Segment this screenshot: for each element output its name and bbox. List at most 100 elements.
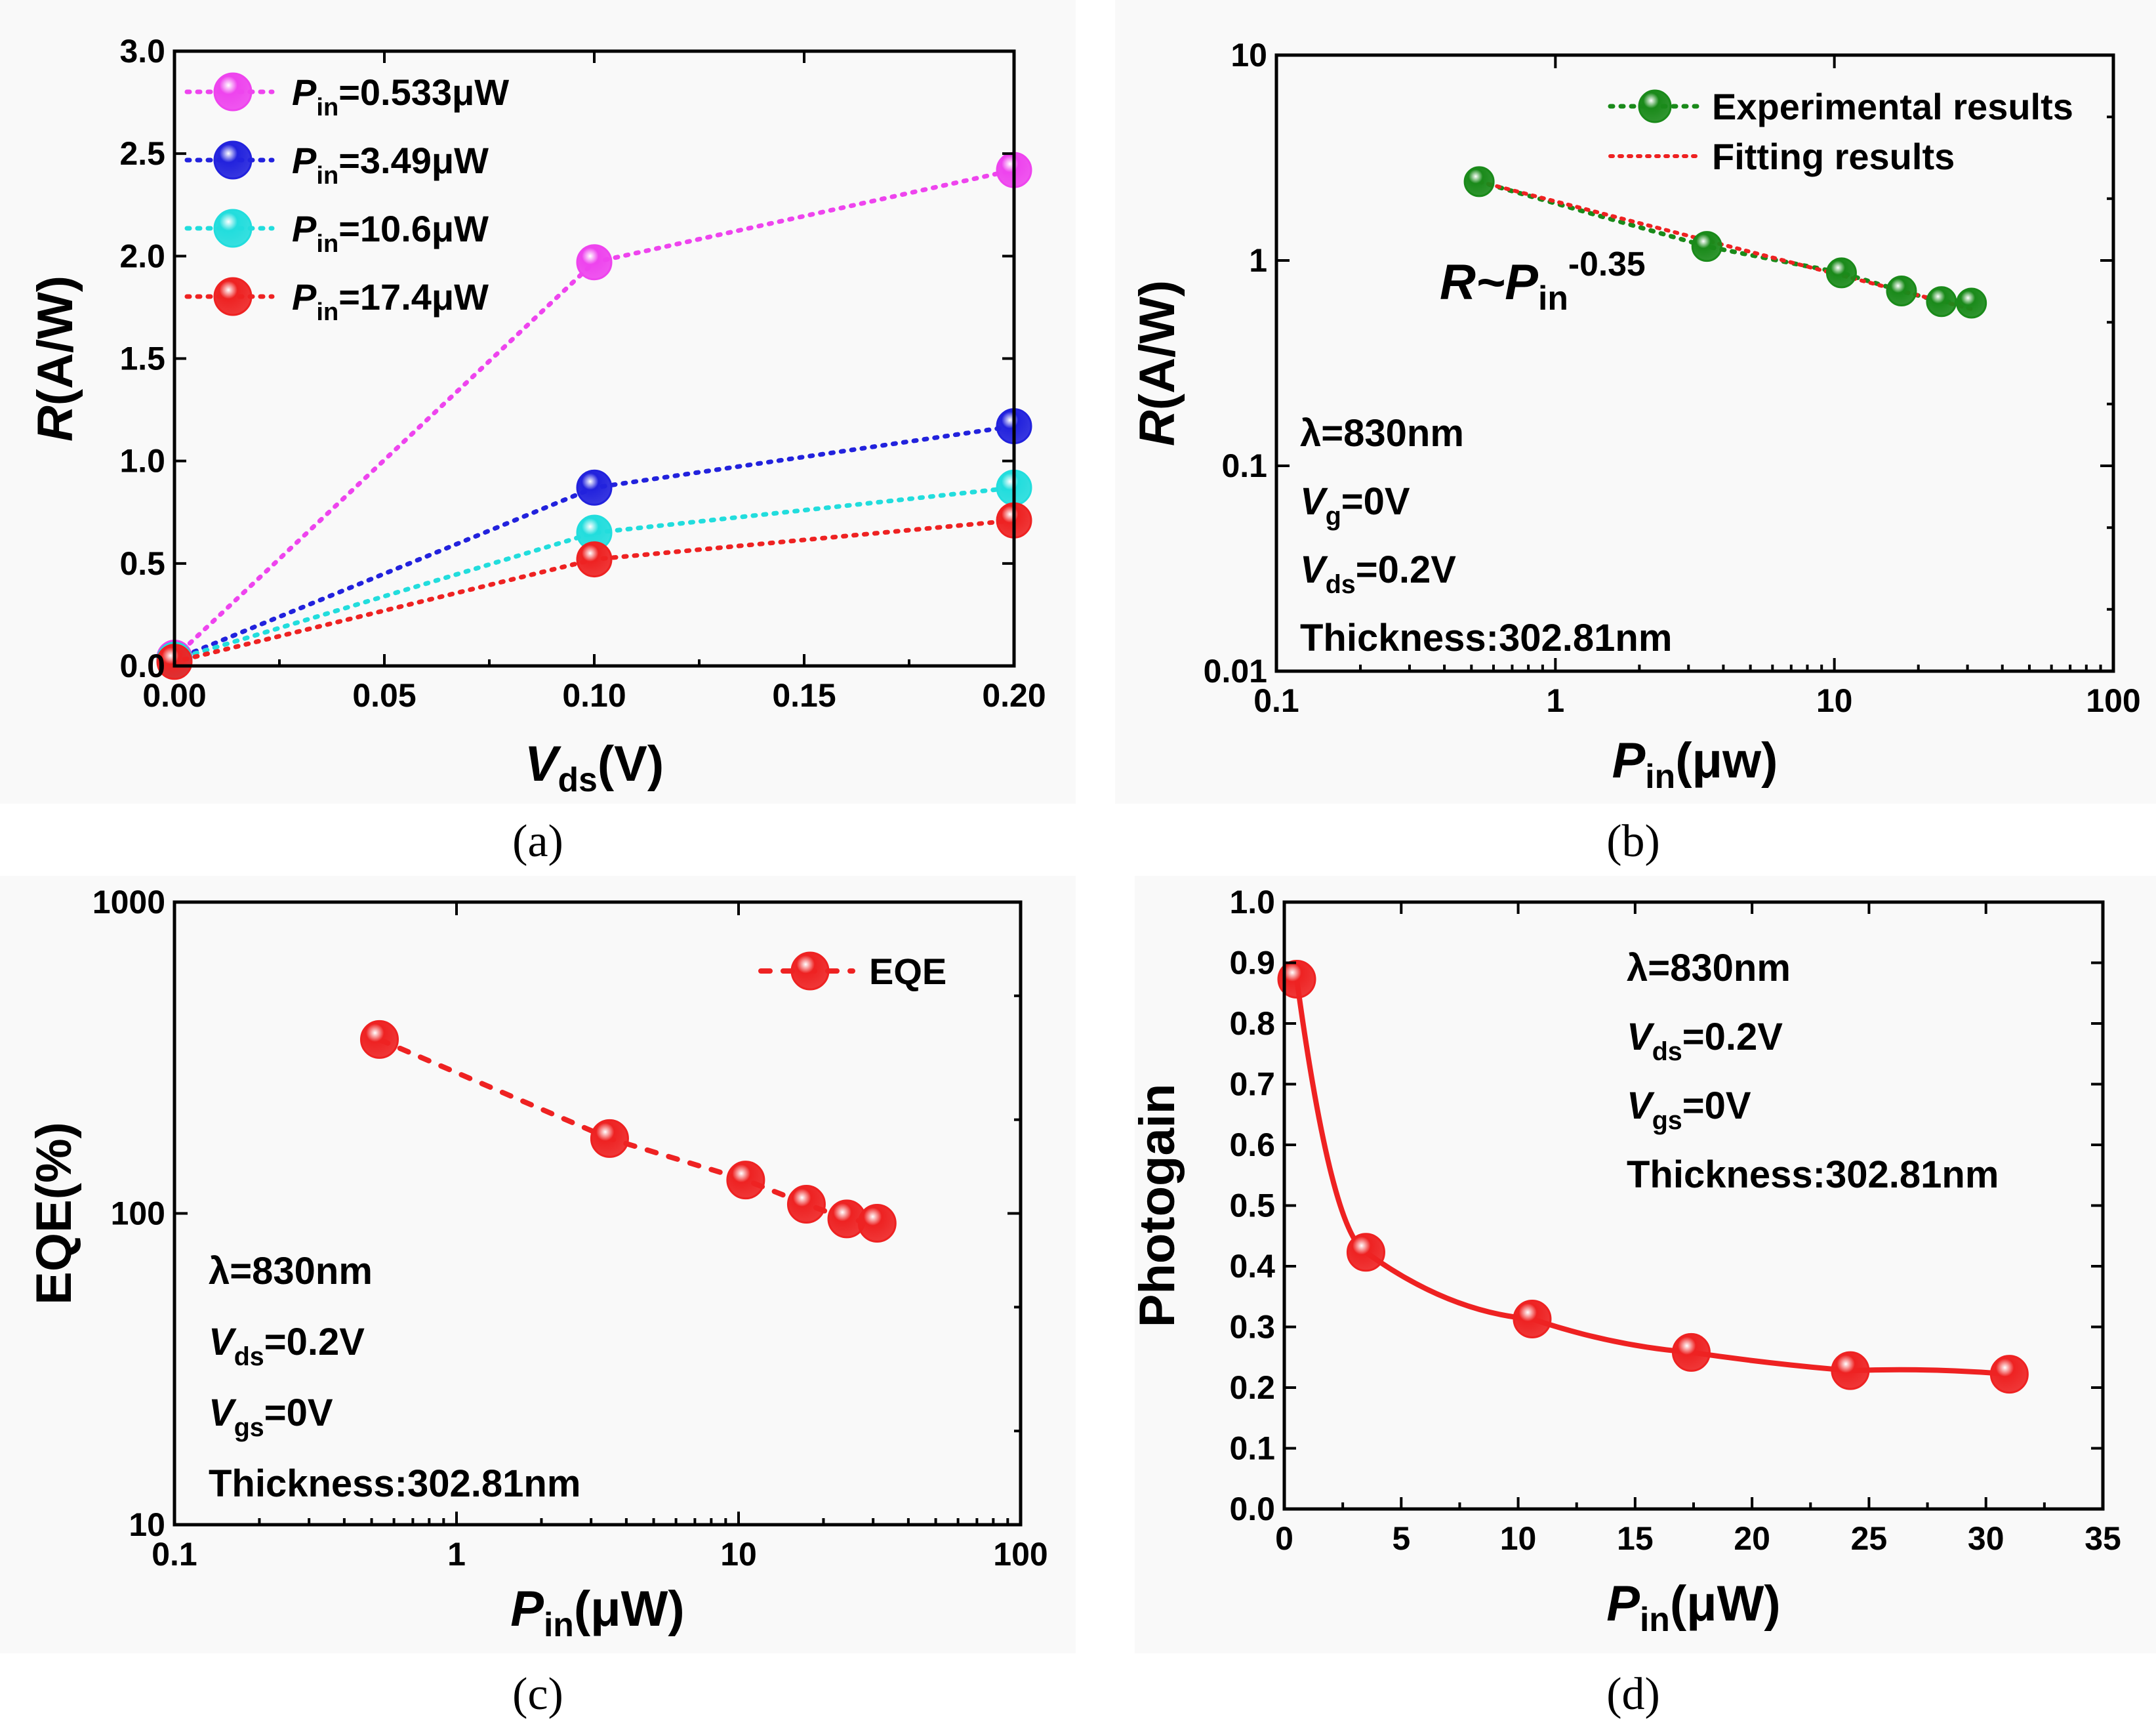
panel-c-y-tick-label: 1000 (92, 884, 165, 920)
panel-d-y-tick-label: 0.6 (1229, 1126, 1275, 1163)
caption-c: (c) (512, 1669, 563, 1720)
panel-a-y-axis-label: R(A/W) (28, 276, 83, 442)
panel-c-y-tick-label: 10 (129, 1506, 165, 1543)
panel-d-y-tick-label: 0.4 (1229, 1248, 1275, 1285)
panel-a-legend-label: Pin=17.4μW (292, 276, 489, 326)
panel-d-x-tick-label: 35 (2085, 1520, 2121, 1557)
panel-a-legend-label: Pin=10.6μW (292, 208, 489, 258)
panel-d-annotation: λ=830nm (1627, 947, 1791, 989)
panel-c-annotation: Vgs=0V (209, 1392, 333, 1442)
panel-a-y-tick-label: 1.5 (119, 341, 165, 377)
panel-b-x-tick-label: 1 (1546, 682, 1564, 719)
panel-a-y-tick-label: 0.5 (119, 545, 165, 582)
panel-b-data-point (1463, 166, 1495, 197)
panel-b-data-point (1886, 276, 1917, 307)
panel-b-y-tick-label: 10 (1231, 37, 1267, 73)
panel-a: 0.00 0.05 0.10 0.15 0.20 0.0 0.5 1.0 1.5 2.0 2.5 3.… (28, 33, 1046, 798)
panel-d-data-point (1277, 959, 1316, 999)
panel-b-data-point (1926, 286, 1957, 318)
panel-b-y-axis-label-group: R(A/W) (1129, 280, 1185, 446)
panel-c-y-axis-label: EQE(%) (26, 1122, 82, 1305)
panel-b-annotation: λ=830nm (1300, 412, 1464, 455)
caption-d: (d) (1606, 1669, 1660, 1720)
panel-d-background (1135, 876, 2156, 1653)
panel-c: 0.1 1 10 100 10 100 1000 Pin(μW) EQE(%) EQE λ=830n… (26, 884, 1048, 1643)
panel-c-x-tick-label: 1 (447, 1536, 466, 1573)
panel-a-data-point (576, 541, 613, 578)
panel-a-x-axis-label: Vds(V) (525, 736, 664, 798)
panel-c-data-point (359, 1020, 399, 1059)
panel-a-legend-marker (213, 140, 253, 180)
panel-b-y-tick-label: 1 (1249, 242, 1267, 279)
panel-d-x-tick-label: 5 (1392, 1520, 1410, 1557)
panel-a-y-tick-label: 2.5 (119, 135, 165, 172)
panel-d-y-axis-label: Photogain (1129, 1084, 1185, 1328)
panel-a-x-tick-label: 0.10 (562, 677, 626, 714)
panel-d-y-tick-label: 0.7 (1229, 1066, 1275, 1103)
panel-d: 0 5 10 15 20 25 30 35 0.0 0.1 0.2 0.3 0.4 0.5 0.6 0.7 0.… (1129, 884, 2121, 1638)
panel-c-data-point (857, 1203, 897, 1243)
panel-b-data-point (1825, 257, 1857, 289)
panel-a-y-tick-label: 0.0 (119, 648, 165, 684)
panel-d-x-axis-label: Pin(μW) (1606, 1576, 1780, 1638)
panel-b-data-point (1691, 231, 1722, 262)
panel-a-y-axis-label-group: R(A/W) (28, 276, 83, 442)
panel-c-annotation: Thickness:302.81nm (209, 1462, 580, 1505)
panel-b-legend-marker-experimental (1638, 89, 1672, 123)
panel-d-x-tick-label: 30 (1968, 1520, 2004, 1557)
panel-d-data-point (1671, 1332, 1711, 1372)
panel-d-y-axis-label-group: Photogain (1129, 1084, 1185, 1328)
panel-c-x-axis-label: Pin(μW) (510, 1581, 684, 1643)
panel-d-y-tick-label: 0.5 (1229, 1187, 1275, 1224)
panel-d-annotation: Vds=0.2V (1627, 1016, 1783, 1066)
panel-d-y-tick-label: 1.0 (1229, 884, 1275, 920)
panel-a-legend-label: Pin=0.533μW (292, 72, 509, 121)
panel-d-annotation: Vgs=0V (1627, 1084, 1751, 1135)
panel-b-axes-frame (1274, 53, 2115, 673)
panel-d-annotation: Thickness:302.81nm (1627, 1153, 1999, 1196)
panel-b-x-tick-label: 100 (2086, 682, 2140, 719)
panel-a-legend-marker (213, 209, 253, 248)
panel-a-x-tick-label: 0.05 (352, 677, 416, 714)
panel-d-data-point (1831, 1351, 1870, 1390)
panel-a-legend-label: Pin=3.49μW (292, 140, 489, 190)
panel-a-legend-marker (213, 277, 253, 316)
panel-c-data-point (786, 1185, 826, 1224)
panel-b-formula: R~Pin-0.35 (1440, 245, 1646, 317)
panel-d-y-tick-label: 0.0 (1229, 1491, 1275, 1527)
panel-d-data-point (1989, 1355, 2029, 1394)
panel-d-x-tick-label: 10 (1500, 1520, 1537, 1557)
panel-c-x-tick-label: 100 (993, 1536, 1047, 1573)
panel-d-x-tick-label: 0 (1275, 1520, 1293, 1557)
panel-a-x-tick-label: 0.20 (982, 677, 1046, 714)
panel-d-data-point (1346, 1233, 1385, 1272)
panel-d-data-point (1513, 1299, 1552, 1338)
panel-c-annotation: Vds=0.2V (209, 1321, 365, 1371)
panel-c-legend-label: EQE (869, 951, 946, 992)
panel-a-y-tick-label: 2.0 (119, 237, 165, 274)
panel-b-y-tick-label: 0.1 (1221, 447, 1267, 484)
panel-d-y-tick-label: 0.1 (1229, 1430, 1275, 1467)
panel-d-y-tick-label: 0.8 (1229, 1005, 1275, 1042)
panel-a-y-tick-label: 1.0 (119, 443, 165, 480)
panel-b-x-tick-label: 10 (1816, 682, 1853, 719)
panel-c-annotation: λ=830nm (209, 1250, 373, 1292)
panel-c-x-tick-label: 10 (720, 1536, 757, 1573)
caption-a: (a) (512, 816, 563, 867)
panel-a-y-tick-label: 3.0 (119, 33, 165, 70)
panel-d-x-tick-label: 25 (1851, 1520, 1888, 1557)
panel-a-data-point (576, 469, 613, 506)
panel-c-data-point (590, 1119, 629, 1158)
panel-d-y-tick-label: 0.2 (1229, 1369, 1275, 1406)
panel-d-y-tick-label: 0.9 (1229, 945, 1275, 981)
panel-d-x-tick-label: 15 (1617, 1520, 1654, 1557)
panel-b-legend-label-experimental: Experimental results (1712, 86, 2073, 127)
caption-b: (b) (1606, 816, 1660, 867)
panel-a-data-point (576, 244, 613, 281)
panel-b-annotation: Vg=0V (1300, 480, 1410, 531)
panel-b-legend-label-fitting: Fitting results (1712, 136, 1955, 177)
panel-a-x-tick-label: 0.15 (772, 677, 836, 714)
panel-c-data-point (726, 1161, 765, 1200)
panel-c-y-axis-label-group: EQE(%) (26, 1122, 82, 1305)
panel-c-x-tick-label: 0.1 (152, 1536, 197, 1573)
